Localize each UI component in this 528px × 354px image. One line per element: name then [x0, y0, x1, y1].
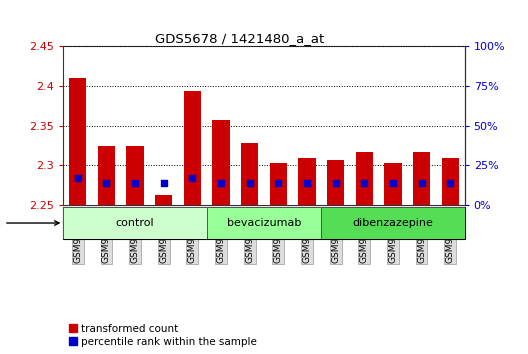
- Point: [389, 180, 397, 186]
- Text: dibenzazepine: dibenzazepine: [353, 218, 433, 228]
- Point: [217, 180, 225, 186]
- Legend: transformed count, percentile rank within the sample: transformed count, percentile rank withi…: [69, 324, 257, 347]
- Bar: [241, 143, 258, 205]
- Bar: [126, 145, 144, 205]
- Point: [102, 180, 110, 186]
- Bar: [184, 91, 201, 205]
- Bar: [322, 207, 465, 239]
- Point: [418, 180, 426, 186]
- Bar: [206, 207, 322, 239]
- Point: [246, 180, 254, 186]
- Point: [360, 180, 369, 186]
- Bar: [212, 120, 230, 205]
- Bar: [69, 78, 86, 205]
- Bar: [356, 152, 373, 205]
- Bar: [327, 160, 344, 205]
- Text: bevacizumab: bevacizumab: [227, 218, 301, 228]
- Point: [131, 180, 139, 186]
- Bar: [98, 145, 115, 205]
- Bar: [270, 163, 287, 205]
- Bar: [413, 152, 430, 205]
- Point: [73, 176, 82, 181]
- Bar: [298, 158, 316, 205]
- Point: [303, 180, 311, 186]
- Point: [274, 180, 282, 186]
- Title: GDS5678 / 1421480_a_at: GDS5678 / 1421480_a_at: [155, 32, 325, 45]
- Text: agent: agent: [0, 218, 59, 228]
- Text: control: control: [116, 218, 154, 228]
- Bar: [155, 195, 172, 205]
- Bar: [63, 207, 206, 239]
- Point: [159, 180, 168, 186]
- Bar: [384, 163, 402, 205]
- Point: [188, 176, 196, 181]
- Bar: [442, 158, 459, 205]
- Point: [332, 180, 340, 186]
- Point: [446, 180, 455, 186]
